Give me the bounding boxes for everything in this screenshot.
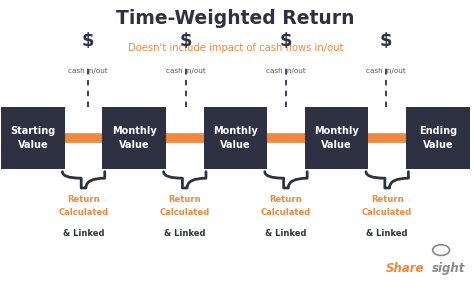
FancyBboxPatch shape: [1, 107, 65, 169]
Text: Return
Calculated: Return Calculated: [261, 195, 311, 217]
Text: Doesn't include impact of cash flows in/out: Doesn't include impact of cash flows in/…: [128, 43, 343, 53]
Text: & Linked: & Linked: [265, 229, 307, 238]
FancyBboxPatch shape: [305, 107, 368, 169]
FancyBboxPatch shape: [406, 107, 470, 169]
Text: Monthly
Value: Monthly Value: [112, 126, 156, 150]
Text: Starting
Value: Starting Value: [10, 126, 55, 150]
Text: Monthly
Value: Monthly Value: [213, 126, 258, 150]
Text: Return
Calculated: Return Calculated: [58, 195, 109, 217]
FancyBboxPatch shape: [102, 107, 166, 169]
Text: sight: sight: [432, 262, 465, 275]
Text: $: $: [280, 32, 292, 50]
Text: $: $: [82, 32, 94, 50]
Text: & Linked: & Linked: [164, 229, 206, 238]
Text: $: $: [180, 32, 192, 50]
Text: Ending
Value: Ending Value: [419, 126, 457, 150]
Text: & Linked: & Linked: [366, 229, 408, 238]
Text: & Linked: & Linked: [63, 229, 104, 238]
Text: cash in/out: cash in/out: [366, 68, 406, 74]
Text: Return
Calculated: Return Calculated: [160, 195, 210, 217]
Text: Time-Weighted Return: Time-Weighted Return: [116, 9, 355, 28]
FancyBboxPatch shape: [204, 107, 267, 169]
Text: cash in/out: cash in/out: [166, 68, 206, 74]
Text: Return
Calculated: Return Calculated: [362, 195, 412, 217]
Text: $: $: [380, 32, 392, 50]
Text: Share: Share: [386, 262, 425, 275]
Text: cash in/out: cash in/out: [68, 68, 108, 74]
Text: cash in/out: cash in/out: [266, 68, 306, 74]
Text: Monthly
Value: Monthly Value: [314, 126, 359, 150]
